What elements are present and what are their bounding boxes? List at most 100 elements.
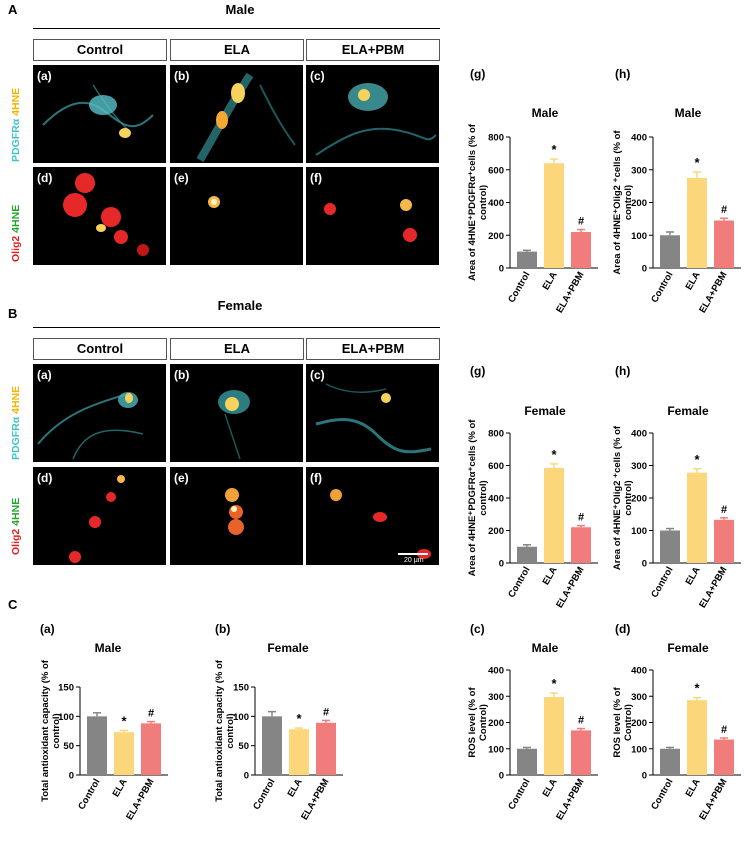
chart-panel-label: (h) [615,364,630,378]
chart-title: Female [267,641,309,655]
y-tick-label: 100 [233,712,249,723]
bar-control [517,251,537,268]
bar-ela [114,732,134,775]
y-tick-label: 400 [631,429,647,440]
significance-mark: # [578,715,584,727]
bar-control [660,530,680,563]
x-tick-label: ELA [541,565,560,587]
micrograph-control-pdgfra-female: (a) [33,364,166,462]
y-axis-label: Total antioxidant capacity (% ofcontrol) [40,659,62,802]
significance-mark: * [694,452,700,467]
y-axis-label-line: control) [51,713,62,748]
bar-ela_pbm [571,730,591,775]
micrograph-control-pdgfra-male: (a) [33,65,166,163]
y-tick-label: 0 [499,559,504,570]
x-tick-label: ELA [541,777,560,799]
x-tick-label: Control [506,565,532,600]
x-tick-label: Control [649,565,675,600]
significance-mark: # [323,706,329,718]
y-axis-label-line: Total antioxidant capacity (% of [214,659,225,802]
x-tick-label: ELA [684,565,703,587]
section-a-rule [33,28,440,29]
y-tick-label: 300 [631,461,647,472]
y-tick-label: 0 [642,771,647,782]
y-tick-label: 400 [631,133,647,144]
chart-title: Male [532,106,559,120]
bar-ela_pbm [141,723,161,775]
chart-panel-label: (g) [470,67,485,81]
y-tick-label: 200 [488,718,504,729]
panel-label: (c) [310,368,325,382]
y-axis-label: Area of 4HNE⁺PDGFRα⁺cells (% ofcontrol) [467,419,489,577]
section-b-letter: B [8,306,18,321]
micrograph-ela-pbm-olig2-male: (f) [306,167,439,265]
x-tick-label: ELA+PBM [124,777,156,822]
header-control-b: Control [33,338,167,360]
bar-control [517,546,537,563]
bar-ela [687,700,707,775]
y-axis-label-line: control) [225,713,236,748]
y-tick-label: 200 [631,494,647,505]
y-axis-label-line: control) [623,185,634,220]
bar-control [660,748,680,775]
chart-title: Female [524,404,566,418]
y-axis-label: Area of 4HNE⁺PDGFRα⁺cells (% ofcontrol) [467,123,489,281]
x-tick-label: ELA [286,777,305,799]
bar-ela_pbm [714,220,734,268]
bar-control [517,748,537,775]
micrograph-ela-pbm-pdgfra-female: (c) [306,364,439,462]
significance-mark: * [694,681,700,696]
y-tick-label: 200 [488,526,504,537]
x-tick-label: ELA+PBM [697,777,729,822]
y-tick-label: 400 [488,666,504,677]
bar-ela_pbm [714,739,734,775]
section-b-title: Female [217,298,263,313]
micrograph-ela-pdgfra-female: (b) [170,364,303,462]
y-tick-label: 100 [58,712,74,723]
y-tick-label: 0 [244,771,249,782]
chart-title: Male [675,106,702,120]
y-axis-label: Area of 4HNE⁺Olig2 ⁺cells (% ofcontrol) [612,130,634,275]
header-ela-pbm-b: ELA+PBM [306,338,440,360]
y-axis-label-line: control) [623,480,634,515]
bar-control [660,235,680,268]
y-axis-label-line: ROS level (% of [612,687,623,758]
bar-ela_pbm [316,722,336,775]
significance-mark: * [551,676,557,691]
y-tick-label: 300 [631,692,647,703]
significance-mark: # [578,216,584,228]
y-tick-label: 600 [488,165,504,176]
header-ela-pbm-a: ELA+PBM [306,39,440,61]
x-tick-label: ELA+PBM [299,777,331,822]
bar-ela_pbm [571,527,591,563]
significance-mark: # [721,204,727,216]
y-tick-label: 0 [642,559,647,570]
panel-label: (b) [174,69,190,83]
x-tick-label: Control [251,777,277,812]
bar-ela [687,472,707,563]
significance-mark: # [721,504,727,516]
y-tick-label: 150 [233,683,249,694]
y-axis-label-line: ROS level (% of [467,687,478,758]
y-tick-label: 100 [631,231,647,242]
chart-title: Female [667,641,709,655]
micrograph-control-olig2-male: (d) [33,167,166,265]
bar-control [87,716,107,775]
y-tick-label: 0 [499,264,504,275]
x-tick-label: Control [76,777,102,812]
y-tick-label: 400 [488,198,504,209]
scale-bar-label: 20 μm [404,557,424,564]
y-tick-label: 50 [238,741,249,752]
panel-label: (c) [310,69,325,83]
y-tick-label: 200 [631,198,647,209]
micrograph-ela-pdgfra-male: (b) [170,65,303,163]
bar-ela [544,697,564,775]
y-axis-label: ROS level (% ofControl) [612,687,634,758]
chart-panel-label: (h) [615,67,630,81]
